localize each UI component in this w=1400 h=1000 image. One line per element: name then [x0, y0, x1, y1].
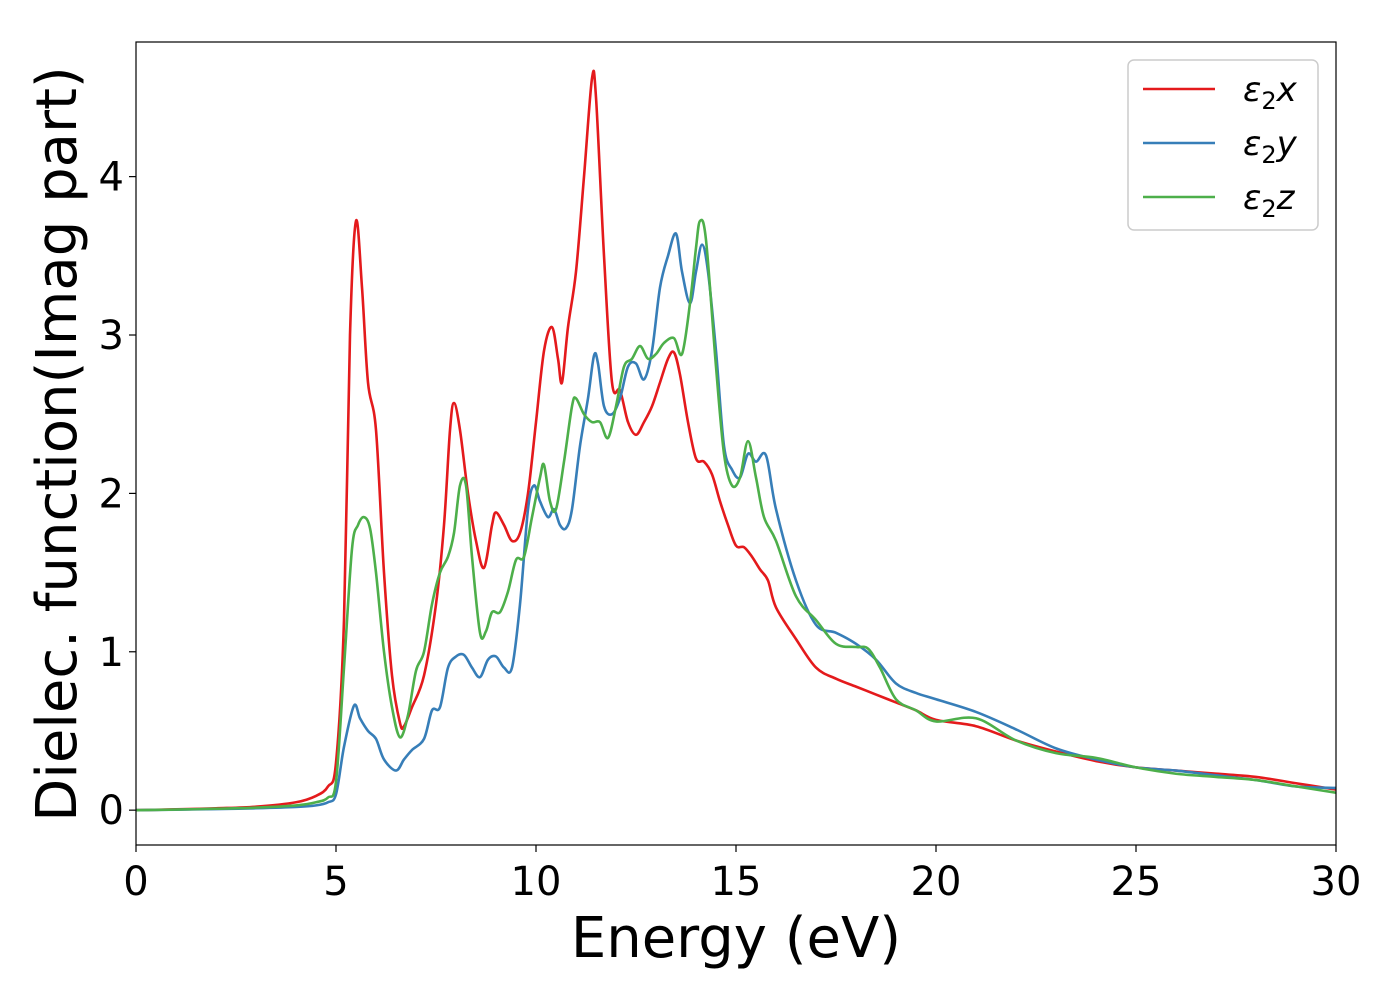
- x-tick-label: 5: [323, 859, 348, 905]
- series-line-z: [136, 218, 1336, 812]
- y-axis-ticks: 0 1 2 3 4: [99, 155, 136, 834]
- y-tick-label: 3: [99, 313, 124, 359]
- x-tick-label: 0: [123, 859, 148, 905]
- legend-label-x: ε2x: [1243, 70, 1298, 115]
- legend: ε2x ε2y ε2z: [1127, 59, 1319, 231]
- x-axis-ticks: 0 5 10 15 20 25 30: [123, 845, 1361, 905]
- x-tick-label: 20: [911, 859, 962, 905]
- y-axis-label: Dielec. function(Imag part): [25, 66, 90, 822]
- y-tick-label: 1: [99, 630, 124, 676]
- y-tick-label: 0: [99, 788, 124, 834]
- y-tick-label: 2: [99, 471, 124, 517]
- series-line-x: [136, 69, 1336, 812]
- x-axis-label: Energy (eV): [571, 906, 901, 971]
- legend-items: ε2x ε2y ε2z: [1143, 70, 1298, 223]
- x-tick-label: 15: [711, 859, 762, 905]
- y-tick-label: 4: [99, 155, 124, 201]
- x-tick-label: 30: [1311, 859, 1362, 905]
- series-layer: [136, 69, 1336, 812]
- legend-label-y: ε2y: [1243, 124, 1298, 169]
- legend-label-z: ε2z: [1243, 178, 1296, 223]
- x-tick-label: 10: [511, 859, 562, 905]
- legend-box: [1127, 59, 1319, 231]
- x-tick-label: 25: [1111, 859, 1162, 905]
- series-line-y: [136, 232, 1336, 812]
